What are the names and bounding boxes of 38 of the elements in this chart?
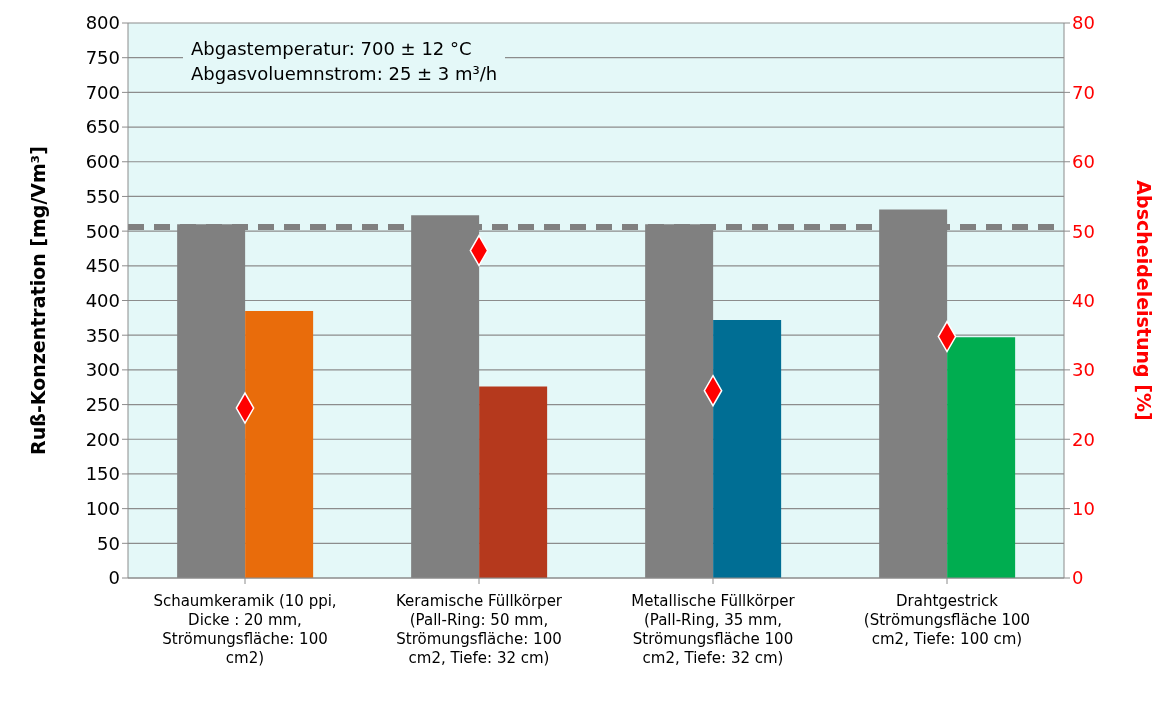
y-tick-label: 100 [85, 498, 120, 520]
y2-axis-title: Abscheideleistung [%] [1133, 180, 1156, 421]
y-tick-label: 500 [85, 220, 120, 242]
annotation: Abgasvoluemnstrom: 25 ± 3 m³/h [191, 62, 498, 86]
y-tick-label: 350 [85, 324, 120, 346]
y-tick-label: 700 [85, 81, 120, 103]
y-tick-label: 150 [85, 463, 120, 485]
y2-tick-label: 0 [1072, 567, 1084, 589]
y-tick-label: 450 [85, 255, 120, 277]
y2-tick-label: 70 [1072, 81, 1095, 103]
y-tick-label: 550 [85, 185, 120, 207]
y-tick-label: 800 [85, 12, 120, 34]
y-tick-label: 750 [85, 47, 120, 69]
y-tick-label: 400 [85, 289, 120, 311]
x-tick-label: Keramische Füllkörper (Pall-Ring: 50 mm, Strömungsfläche: 100 cm2, Tiefe: 32 cm) [395, 592, 563, 667]
y2-tick-label: 80 [1072, 12, 1095, 34]
y-tick-label: 200 [85, 428, 120, 450]
bar [245, 310, 314, 578]
x-tick-label: Drahtgestrick (Strömungsfläche 100 cm2, Tiefe: 100 cm) [863, 592, 1031, 648]
x-tick-label: Metallische Füllkörper (Pall-Ring, 35 mm, Strömungsfläche 100 cm2, Tiefe: 32 cm) [631, 592, 796, 667]
y-axis-title: Ruß-Konzentration [mg/Vm³] [26, 146, 49, 455]
y2-tick-label: 50 [1072, 220, 1095, 242]
y-tick-label: 650 [85, 116, 120, 138]
y2-tick-label: 40 [1072, 289, 1095, 311]
y2-tick-label: 30 [1072, 359, 1095, 381]
annotation: Abgastemperatur: 700 ± 12 °C [191, 37, 473, 61]
y-tick-label: 600 [85, 151, 120, 173]
y-tick-label: 0 [108, 567, 120, 589]
bar [947, 337, 1016, 578]
y-tick-label: 300 [85, 359, 120, 381]
x-tick-label: Schaumkeramik (10 ppi, Dicke : 20 mm, Strömungsfläche: 100 cm2) [153, 592, 337, 667]
y2-tick-label: 10 [1072, 498, 1095, 520]
y2-tick-label: 60 [1072, 151, 1095, 173]
y-tick-label: 250 [85, 393, 120, 415]
y2-tick-label: 20 [1072, 428, 1095, 450]
bar [713, 319, 782, 578]
y-tick-label: 50 [97, 532, 120, 554]
bar [479, 386, 548, 578]
